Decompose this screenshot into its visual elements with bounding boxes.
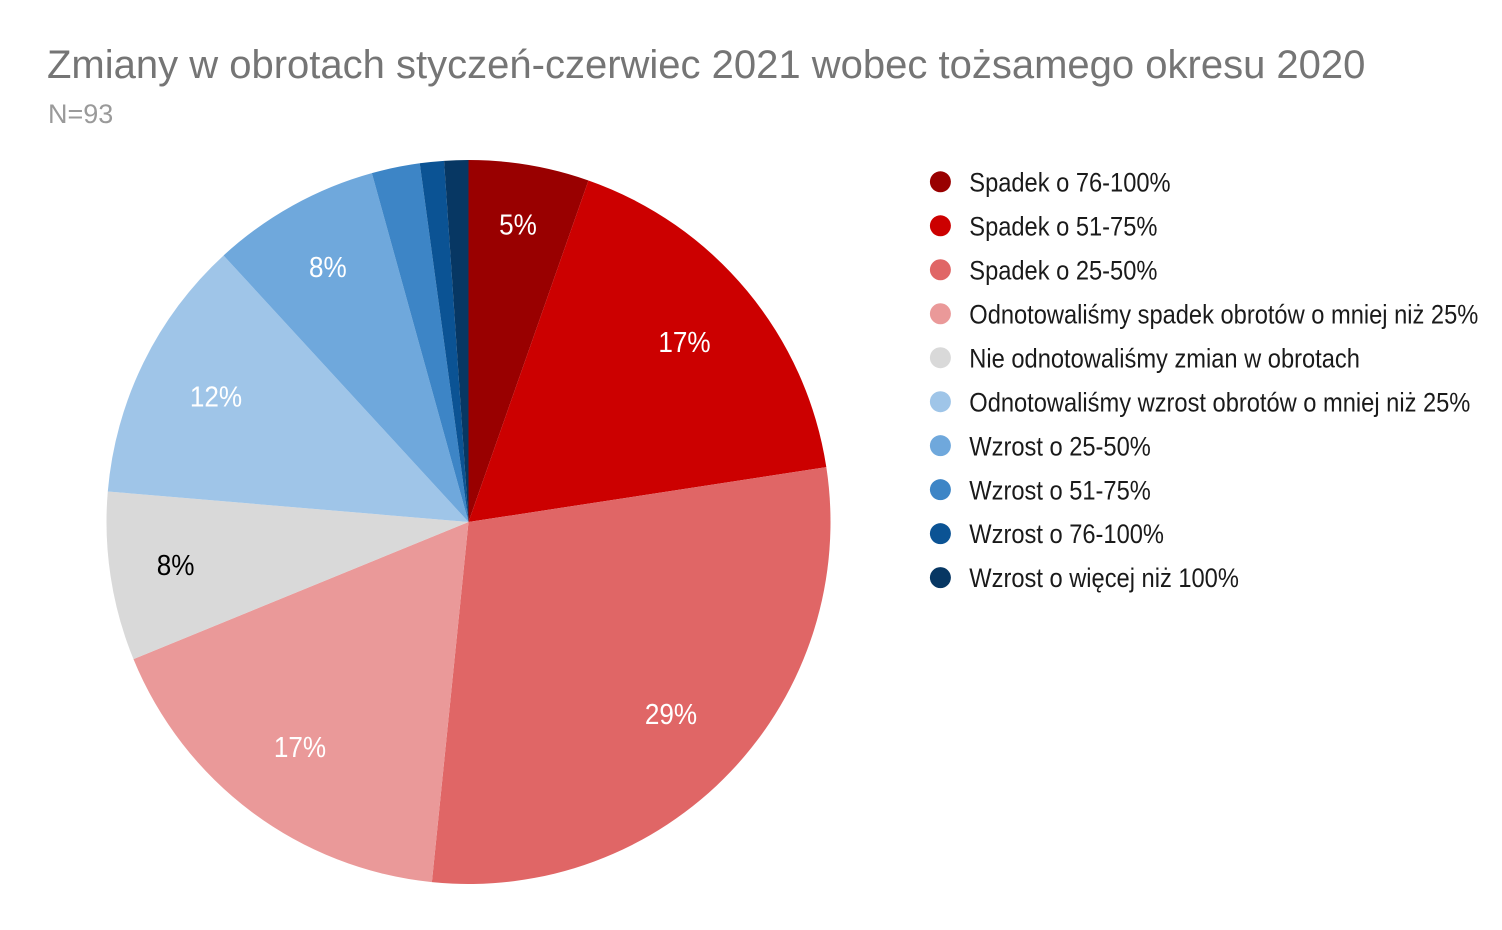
svg-text:8%: 8%	[157, 549, 195, 582]
svg-text:Spadek o 76-100%: Spadek o 76-100%	[969, 168, 1170, 198]
svg-text:17%: 17%	[658, 326, 710, 359]
svg-text:Nie odnotowaliśmy zmian w obro: Nie odnotowaliśmy zmian w obrotach	[969, 344, 1360, 374]
svg-text:N=93: N=93	[48, 99, 113, 129]
svg-text:Spadek o 25-50%: Spadek o 25-50%	[969, 256, 1157, 286]
svg-text:29%: 29%	[645, 698, 697, 731]
svg-text:5%: 5%	[499, 208, 537, 241]
svg-text:12%: 12%	[190, 380, 242, 413]
svg-text:Wzrost o 25-50%: Wzrost o 25-50%	[969, 432, 1150, 462]
svg-text:Wzrost o 76-100%: Wzrost o 76-100%	[969, 520, 1164, 550]
svg-text:17%: 17%	[274, 731, 326, 764]
svg-text:Odnotowaliśmy wzrost obrotów o: Odnotowaliśmy wzrost obrotów o mniej niż…	[969, 388, 1470, 418]
svg-text:Zmiany w obrotach styczeń-czer: Zmiany w obrotach styczeń-czerwiec 2021 …	[47, 43, 1365, 87]
svg-text:8%: 8%	[309, 251, 347, 284]
svg-text:Wzrost o więcej niż 100%: Wzrost o więcej niż 100%	[969, 564, 1239, 594]
svg-text:Spadek o 51-75%: Spadek o 51-75%	[969, 212, 1157, 242]
svg-text:Wzrost o 51-75%: Wzrost o 51-75%	[969, 476, 1150, 506]
svg-text:Odnotowaliśmy spadek obrotów o: Odnotowaliśmy spadek obrotów o mniej niż…	[969, 300, 1478, 330]
